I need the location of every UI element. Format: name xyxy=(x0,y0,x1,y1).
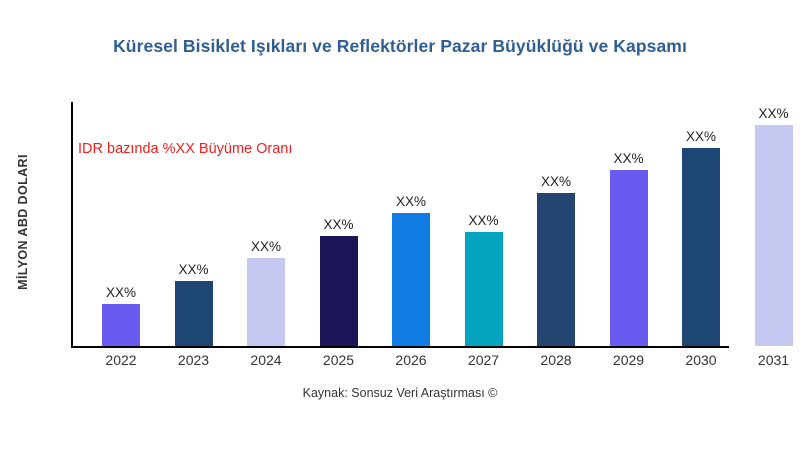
bar-2025[interactable] xyxy=(319,236,358,346)
source-note: Kaynak: Sonsuz Veri Araştırması © xyxy=(302,386,498,400)
bar-value-label-2029: XX% xyxy=(613,151,644,166)
plot-area xyxy=(71,102,729,348)
bar-value-label-2023: XX% xyxy=(178,262,209,277)
bar-value-label-2031: XX% xyxy=(758,106,789,121)
bar-2027[interactable] xyxy=(464,232,503,346)
bar-value-label-2030: XX% xyxy=(685,129,716,144)
x-tick-2023: 2023 xyxy=(177,352,210,368)
bar-value-label-2028: XX% xyxy=(540,174,571,189)
bar-2026[interactable] xyxy=(392,213,430,346)
x-tick-2022: 2022 xyxy=(105,352,137,368)
x-tick-2024: 2024 xyxy=(250,352,282,368)
bar-value-label-2026: XX% xyxy=(395,194,426,209)
x-tick-2027: 2027 xyxy=(467,352,500,368)
bar-value-label-2025: XX% xyxy=(323,217,354,232)
growth-rate-annotation: IDR bazında %XX Büyüme Oranı xyxy=(78,141,293,157)
x-tick-2026: 2026 xyxy=(395,352,427,368)
y-axis-title: MİLYON ABD DOLARI xyxy=(16,154,30,290)
bar-2022[interactable] xyxy=(102,304,140,346)
x-tick-2029: 2029 xyxy=(612,352,645,368)
bar-value-label-2024: XX% xyxy=(250,239,281,254)
y-axis-title-container: MİLYON ABD DOLARI xyxy=(0,100,46,350)
x-tick-2025: 2025 xyxy=(322,352,355,368)
bar-2028[interactable] xyxy=(537,193,575,346)
x-tick-2028: 2028 xyxy=(540,352,572,368)
y-axis-line xyxy=(71,102,73,348)
bar-value-label-2022: XX% xyxy=(105,285,136,300)
x-axis-tick-labels: 2022 2023 2024 2025 2026 2027 2028 2029 2030 2031 xyxy=(71,352,800,376)
x-tick-2030: 2030 xyxy=(685,352,717,368)
x-axis-line xyxy=(71,346,729,348)
page-title: Küresel Bisiklet Işıkları ve Reflektörle… xyxy=(113,36,687,56)
bar-2023[interactable] xyxy=(174,281,213,346)
bar-2031[interactable] xyxy=(754,125,793,346)
bar-2030[interactable] xyxy=(682,148,720,346)
x-tick-2031: 2031 xyxy=(757,352,790,368)
bars-layer: XX% XX% XX% XX% XX% XX% XX% XX% XX% XX% xyxy=(71,102,800,348)
bar-2024[interactable] xyxy=(247,258,285,346)
bar-value-label-2027: XX% xyxy=(468,213,499,228)
bar-2029[interactable] xyxy=(609,170,648,346)
